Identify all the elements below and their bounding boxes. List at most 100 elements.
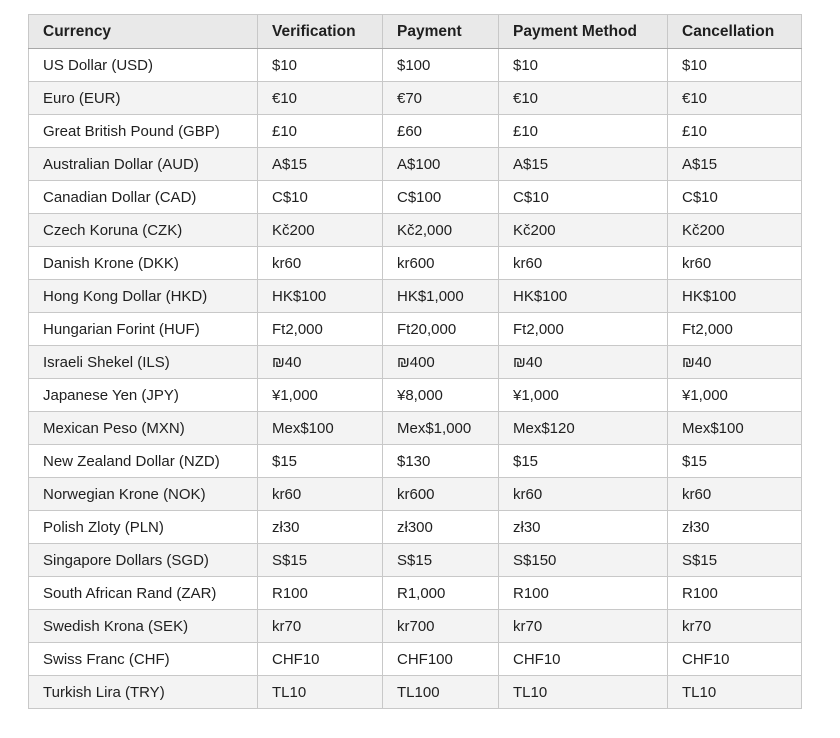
currency-cell: Hong Kong Dollar (HKD) [28,279,258,313]
payment-method-fee-cell: C$10 [498,180,668,214]
verification-fee-cell: €10 [257,81,383,115]
table-row: Japanese Yen (JPY) ¥1,000 ¥8,000 ¥1,000 ¥1,0… [28,378,802,412]
verification-fee-cell: Ft2,000 [257,312,383,346]
cancellation-fee-cell: $10 [667,48,802,82]
verification-fee-cell: zł30 [257,510,383,544]
header-cancellation: Cancellation [667,14,802,49]
verification-fee-cell: $10 [257,48,383,82]
table-row: Mexican Peso (MXN) Mex$100 Mex$1,000 Mex$12… [28,411,802,445]
table-row: Australian Dollar (AUD) A$15 A$100 A$15 A$15 [28,147,802,181]
verification-fee-cell: HK$100 [257,279,383,313]
payment-fee-cell: ₪400 [382,345,499,379]
table-row: Singapore Dollars (SGD) S$15 S$15 S$150 S$15 [28,543,802,577]
table-row: Swedish Krona (SEK) kr70 kr700 kr70 kr70 [28,609,802,643]
payment-method-fee-cell: CHF10 [498,642,668,676]
cancellation-fee-cell: ¥1,000 [667,378,802,412]
cancellation-fee-cell: HK$100 [667,279,802,313]
currency-cell: Turkish Lira (TRY) [28,675,258,709]
table-row: Hong Kong Dollar (HKD) HK$100 HK$1,000 HK$1… [28,279,802,313]
payment-method-fee-cell: Mex$120 [498,411,668,445]
payment-fee-cell: Ft20,000 [382,312,499,346]
header-payment-method: Payment Method [498,14,668,49]
currency-cell: South African Rand (ZAR) [28,576,258,610]
cancellation-fee-cell: £10 [667,114,802,148]
verification-fee-cell: S$15 [257,543,383,577]
verification-fee-cell: kr60 [257,246,383,280]
payment-method-fee-cell: ¥1,000 [498,378,668,412]
payment-method-fee-cell: Kč200 [498,213,668,247]
payment-method-fee-cell: R100 [498,576,668,610]
verification-fee-cell: A$15 [257,147,383,181]
cancellation-fee-cell: kr60 [667,246,802,280]
currency-cell: Japanese Yen (JPY) [28,378,258,412]
payment-method-fee-cell: kr60 [498,477,668,511]
cancellation-fee-cell: CHF10 [667,642,802,676]
currency-cell: Swedish Krona (SEK) [28,609,258,643]
cancellation-fee-cell: TL10 [667,675,802,709]
verification-fee-cell: ¥1,000 [257,378,383,412]
currency-cell: Canadian Dollar (CAD) [28,180,258,214]
payment-fee-cell: S$15 [382,543,499,577]
currency-cell: Mexican Peso (MXN) [28,411,258,445]
currency-cell: Danish Krone (DKK) [28,246,258,280]
currency-cell: Israeli Shekel (ILS) [28,345,258,379]
payment-fee-cell: A$100 [382,147,499,181]
verification-fee-cell: kr60 [257,477,383,511]
verification-fee-cell: C$10 [257,180,383,214]
payment-method-fee-cell: €10 [498,81,668,115]
cancellation-fee-cell: R100 [667,576,802,610]
payment-fee-cell: CHF100 [382,642,499,676]
payment-fee-cell: €70 [382,81,499,115]
currency-fee-table: Currency Verification Payment Payment Me… [28,14,802,709]
payment-method-fee-cell: HK$100 [498,279,668,313]
table-row: Hungarian Forint (HUF) Ft2,000 Ft20,000 Ft2… [28,312,802,346]
payment-method-fee-cell: kr60 [498,246,668,280]
cancellation-fee-cell: Ft2,000 [667,312,802,346]
payment-method-fee-cell: Ft2,000 [498,312,668,346]
table-row: Danish Krone (DKK) kr60 kr600 kr60 kr60 [28,246,802,280]
cancellation-fee-cell: €10 [667,81,802,115]
table-header: Currency Verification Payment Payment Me… [28,14,802,49]
payment-fee-cell: TL100 [382,675,499,709]
table-row: Canadian Dollar (CAD) C$10 C$100 C$10 C$10 [28,180,802,214]
verification-fee-cell: kr70 [257,609,383,643]
currency-cell: New Zealand Dollar (NZD) [28,444,258,478]
header-currency: Currency [28,14,258,49]
payment-fee-cell: C$100 [382,180,499,214]
payment-fee-cell: Kč2,000 [382,213,499,247]
table-row: South African Rand (ZAR) R100 R1,000 R100 R1… [28,576,802,610]
verification-fee-cell: TL10 [257,675,383,709]
verification-fee-cell: ₪40 [257,345,383,379]
payment-method-fee-cell: ₪40 [498,345,668,379]
payment-method-fee-cell: A$15 [498,147,668,181]
cancellation-fee-cell: zł30 [667,510,802,544]
payment-fee-cell: £60 [382,114,499,148]
table-row: Great British Pound (GBP) £10 £60 £10 £10 [28,114,802,148]
verification-fee-cell: Mex$100 [257,411,383,445]
table-row: Swiss Franc (CHF) CHF10 CHF100 CHF10 CHF10 [28,642,802,676]
payment-fee-cell: Mex$1,000 [382,411,499,445]
payment-method-fee-cell: $15 [498,444,668,478]
payment-fee-cell: kr600 [382,246,499,280]
cancellation-fee-cell: Kč200 [667,213,802,247]
verification-fee-cell: R100 [257,576,383,610]
currency-cell: Euro (EUR) [28,81,258,115]
header-payment: Payment [382,14,499,49]
currency-cell: Great British Pound (GBP) [28,114,258,148]
cancellation-fee-cell: A$15 [667,147,802,181]
table-row: Polish Zloty (PLN) zł30 zł300 zł30 zł30 [28,510,802,544]
verification-fee-cell: £10 [257,114,383,148]
header-row: Currency Verification Payment Payment Me… [28,14,802,49]
currency-cell: Czech Koruna (CZK) [28,213,258,247]
payment-fee-cell: ¥8,000 [382,378,499,412]
currency-cell: Australian Dollar (AUD) [28,147,258,181]
verification-fee-cell: $15 [257,444,383,478]
payment-fee-cell: kr700 [382,609,499,643]
cancellation-fee-cell: kr70 [667,609,802,643]
cancellation-fee-cell: Mex$100 [667,411,802,445]
payment-method-fee-cell: TL10 [498,675,668,709]
payment-method-fee-cell: kr70 [498,609,668,643]
currency-cell: Polish Zloty (PLN) [28,510,258,544]
cancellation-fee-cell: $15 [667,444,802,478]
currency-cell: Hungarian Forint (HUF) [28,312,258,346]
